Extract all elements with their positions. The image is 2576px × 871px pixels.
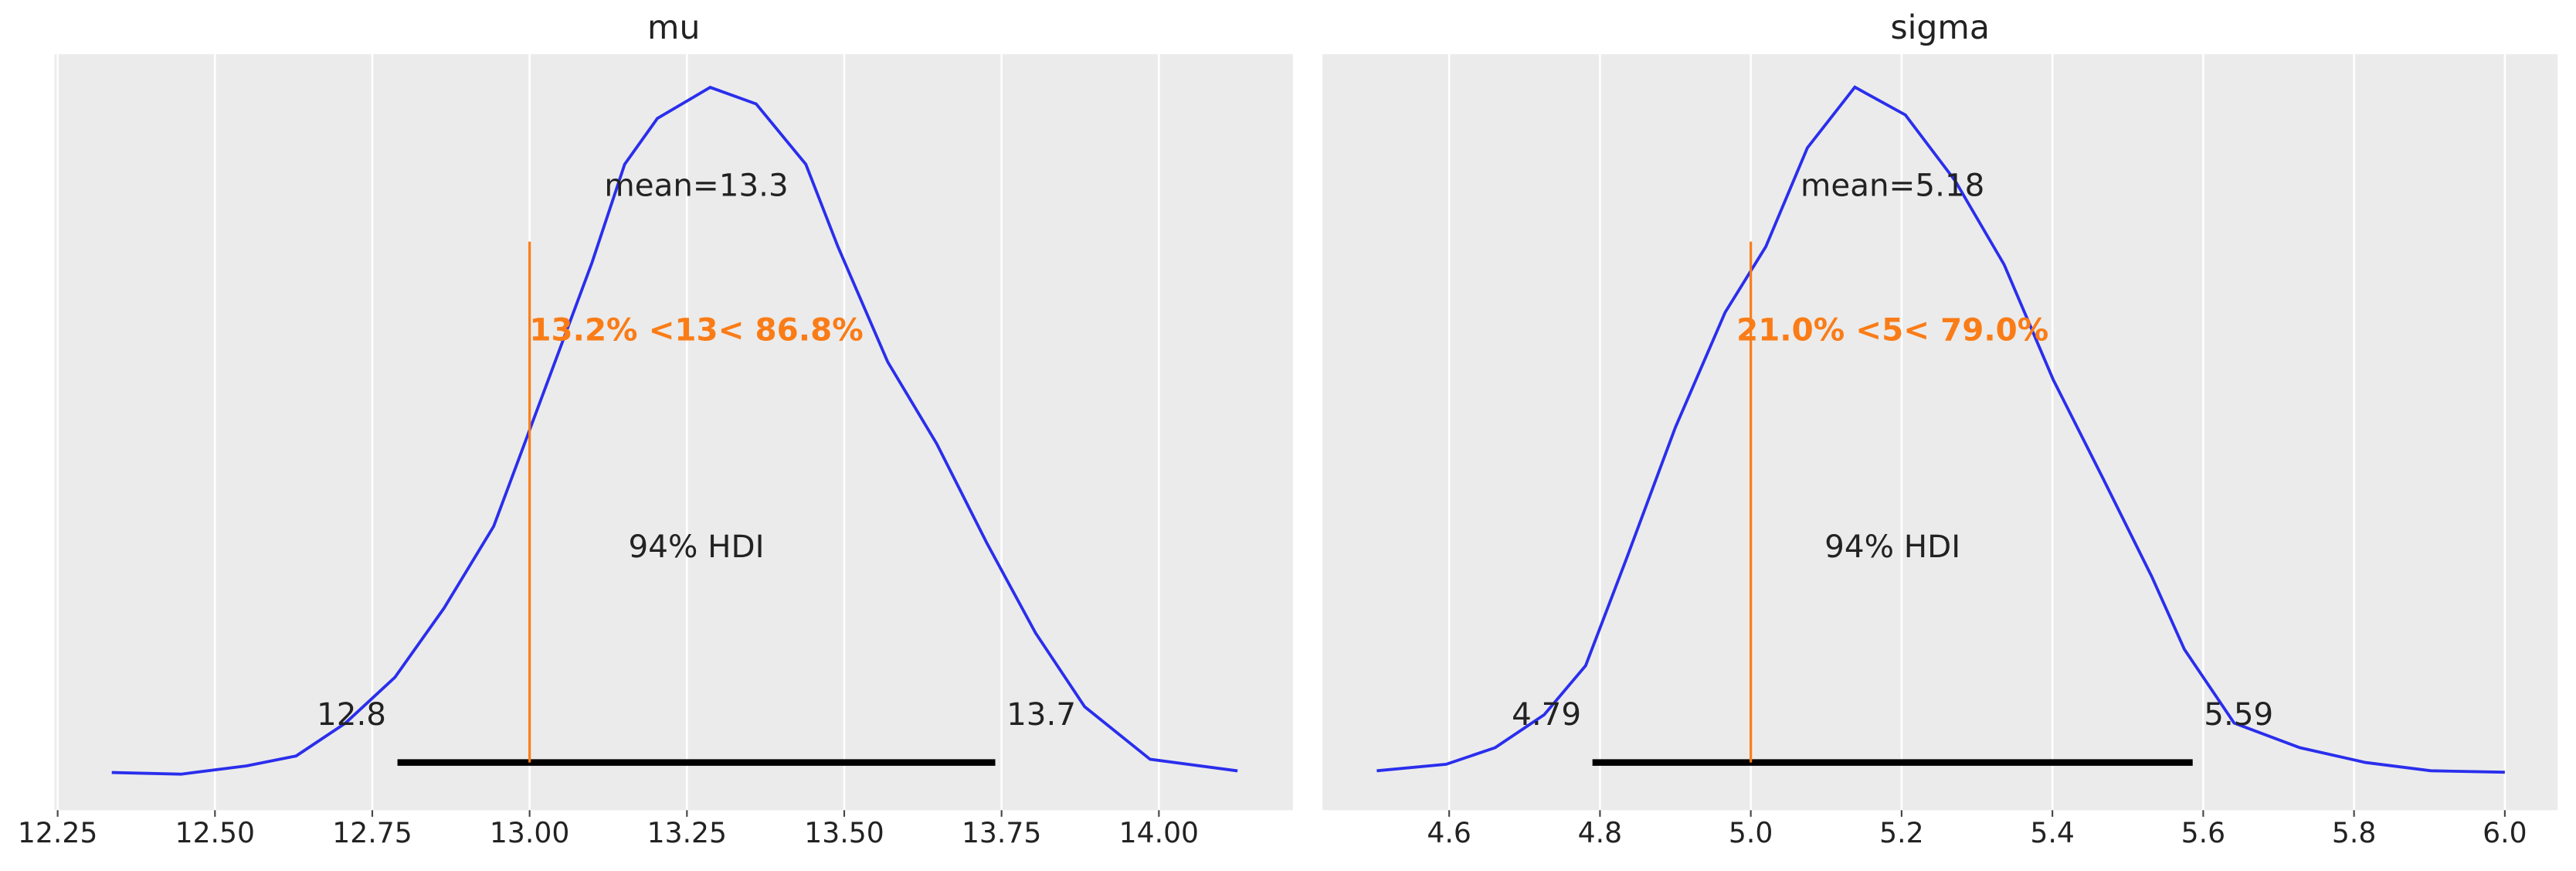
hdi-low-label: 12.8 <box>317 696 386 733</box>
x-tick-label: 12.50 <box>175 816 255 849</box>
mean-label: mean=5.18 <box>1800 166 1984 203</box>
x-tick-label: 4.8 <box>1578 816 1622 849</box>
x-tick-label: 12.25 <box>18 816 97 849</box>
x-tick-label: 5.8 <box>2332 816 2376 849</box>
x-tick-label: 12.75 <box>332 816 412 849</box>
panel-title: sigma <box>1890 9 1989 47</box>
x-tick-label: 5.0 <box>1729 816 1773 849</box>
x-tick-label: 13.75 <box>962 816 1041 849</box>
x-tick-label: 5.6 <box>2181 816 2225 849</box>
density-line <box>111 85 1238 776</box>
hdi-label: 94% HDI <box>1824 528 1960 565</box>
hdi-low-label: 4.79 <box>1512 696 1581 733</box>
hdi-high-label: 5.59 <box>2204 696 2273 733</box>
density-line <box>1376 85 2505 774</box>
hdi-high-label: 13.7 <box>1006 696 1076 733</box>
x-tick-label: 5.2 <box>1879 816 1923 849</box>
x-tick-label: 14.00 <box>1119 816 1199 849</box>
x-tick-label: 13.25 <box>647 816 727 849</box>
reference-label: 13.2% <13< 86.8% <box>529 311 863 349</box>
plot-area <box>54 54 1293 811</box>
x-tick-label: 13.50 <box>804 816 884 849</box>
reference-label: 21.0% <5< 79.0% <box>1736 311 2048 349</box>
panel-title: mu <box>647 9 700 47</box>
x-tick-label: 6.0 <box>2483 816 2527 849</box>
x-tick-label: 13.00 <box>490 816 569 849</box>
hdi-label: 94% HDI <box>629 528 765 565</box>
plot-area <box>1322 54 2558 811</box>
x-tick-label: 5.4 <box>2030 816 2074 849</box>
x-tick-label: 4.6 <box>1427 816 1471 849</box>
mean-label: mean=13.3 <box>604 166 788 203</box>
